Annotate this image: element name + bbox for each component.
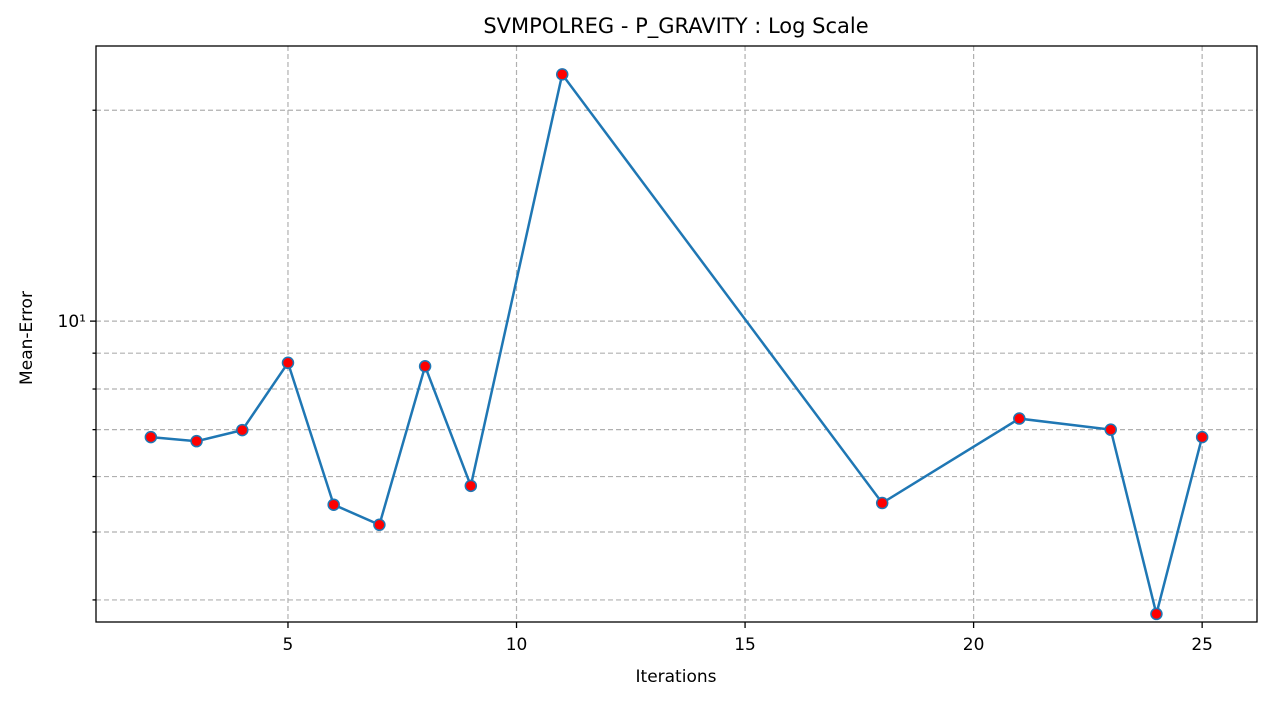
x-tick-label: 15 (734, 635, 756, 655)
data-point (418, 360, 432, 373)
data-point (1013, 412, 1026, 425)
data-point (281, 356, 295, 370)
data-point (236, 423, 249, 437)
x-tick-label: 5 (283, 635, 294, 655)
grid-lines (96, 46, 1257, 622)
x-axis-label: Iterations (636, 667, 717, 687)
data-point (373, 518, 386, 532)
data-point (190, 434, 203, 448)
data-point (1104, 423, 1117, 436)
data-point (1150, 607, 1163, 621)
plot-frame (95, 45, 1258, 623)
x-tick-label: 10 (506, 635, 528, 655)
data-point (464, 479, 478, 493)
data-point (555, 68, 569, 81)
series (144, 68, 1209, 621)
y-axis-label: Mean-Error (17, 291, 37, 385)
series-line (150, 71, 1204, 615)
data-point (875, 496, 889, 510)
x-tick-label: 25 (1191, 635, 1213, 655)
data-point (1195, 430, 1209, 444)
data-point (144, 430, 158, 444)
axis-ticks: 5 10 15 20 25 10¹ (58, 109, 1213, 655)
data-point (327, 498, 340, 511)
x-tick-label: 20 (963, 635, 985, 655)
chart-title: SVMPOLREG - P_GRAVITY : Log Scale (483, 14, 868, 39)
y-tick-label: 10¹ (58, 312, 86, 332)
